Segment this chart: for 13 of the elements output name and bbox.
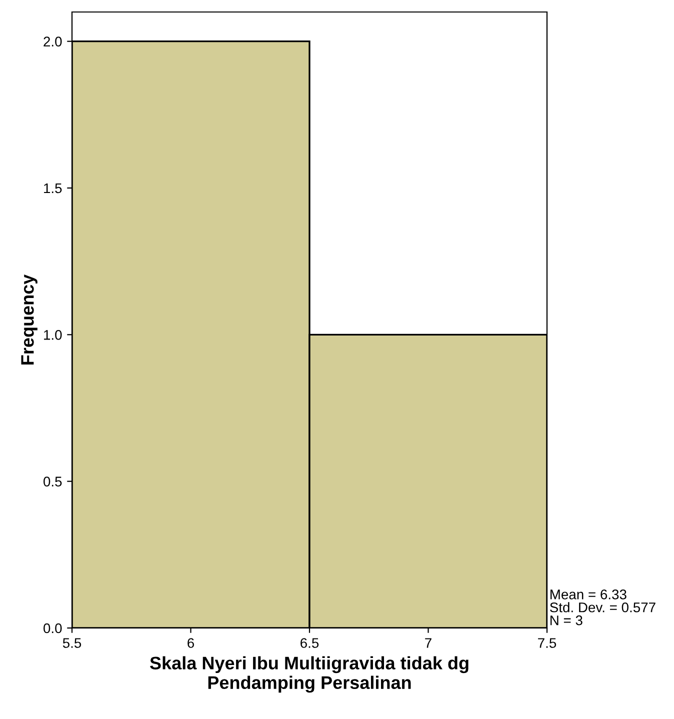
x-tick-label: 5.5 (62, 638, 82, 648)
y-axis-title: Frequency (21, 274, 38, 364)
x-tick-label: 6.5 (300, 638, 319, 648)
y-tick-label: 0.0 (44, 623, 62, 634)
x-tick-label: 7.5 (538, 638, 556, 648)
y-tick-label: 1.5 (44, 183, 62, 194)
y-tick-label: 2.0 (44, 36, 62, 47)
text: Mean = 6.33 Std. Dev. = 0.577 N = 3 (550, 590, 656, 626)
x-tick-label: 7 (425, 638, 432, 648)
x-tick-label: 6 (188, 638, 194, 648)
x-axis-title: Skala Nyeri Ibu Multiigravida tidak dg Pendamping Persalinan (150, 656, 468, 693)
y-tick-label: 1.0 (44, 330, 62, 340)
y-tick-label: 0.5 (44, 476, 62, 487)
